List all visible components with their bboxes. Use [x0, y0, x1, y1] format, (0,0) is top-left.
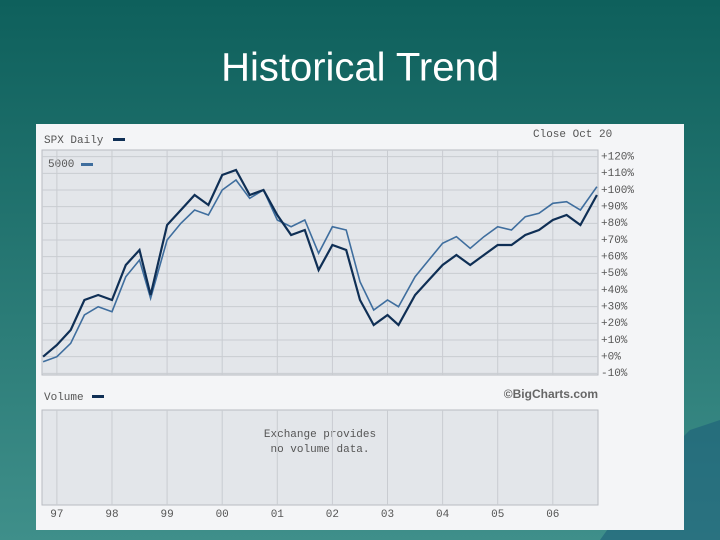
y-tick-label: +50% [601, 268, 628, 280]
source: ©BigCharts.com [504, 387, 598, 401]
legend-label: 5000 [48, 159, 74, 171]
plot-area [41, 149, 599, 376]
y-tick-label: +30% [601, 302, 628, 314]
volume-label: Volume [44, 392, 84, 404]
close-label: Close Oct 20 [533, 129, 612, 141]
x-tick-label: 01 [271, 509, 285, 521]
x-tick-label: 98 [105, 509, 118, 521]
volume-note: Exchange provides [264, 429, 376, 441]
slide-title: Historical Trend [221, 46, 499, 90]
y-tick-label: +120% [601, 152, 634, 164]
y-tick-label: +20% [601, 318, 628, 330]
legend-label: SPX Daily [44, 135, 104, 147]
y-tick-label: +0% [601, 352, 621, 364]
legend-swatch [81, 163, 93, 166]
volume-note: no volume data. [270, 444, 369, 456]
series-line [42, 178, 598, 363]
x-tick-label: 04 [436, 509, 450, 521]
series-line [42, 168, 598, 358]
y-tick-label: +10% [601, 335, 628, 347]
y-tick-label: -10% [601, 368, 628, 380]
y-tick-label: +70% [601, 235, 628, 247]
x-tick-label: 05 [491, 509, 504, 521]
x-tick-label: 97 [50, 509, 63, 521]
legend-swatch [113, 138, 125, 141]
x-tick-label: 03 [381, 509, 394, 521]
y-tick-label: +80% [601, 218, 628, 230]
y-tick-label: +90% [601, 202, 628, 214]
y-tick-label: +100% [601, 185, 634, 197]
y-tick-label: +110% [601, 168, 634, 180]
x-tick-label: 99 [160, 509, 173, 521]
volume-area [41, 409, 599, 506]
y-tick-label: +40% [601, 285, 628, 297]
x-tick-label: 00 [216, 509, 229, 521]
y-tick-label: +60% [601, 252, 628, 264]
x-tick-label: 06 [546, 509, 559, 521]
volume-swatch [92, 395, 104, 398]
x-tick-label: 02 [326, 509, 339, 521]
